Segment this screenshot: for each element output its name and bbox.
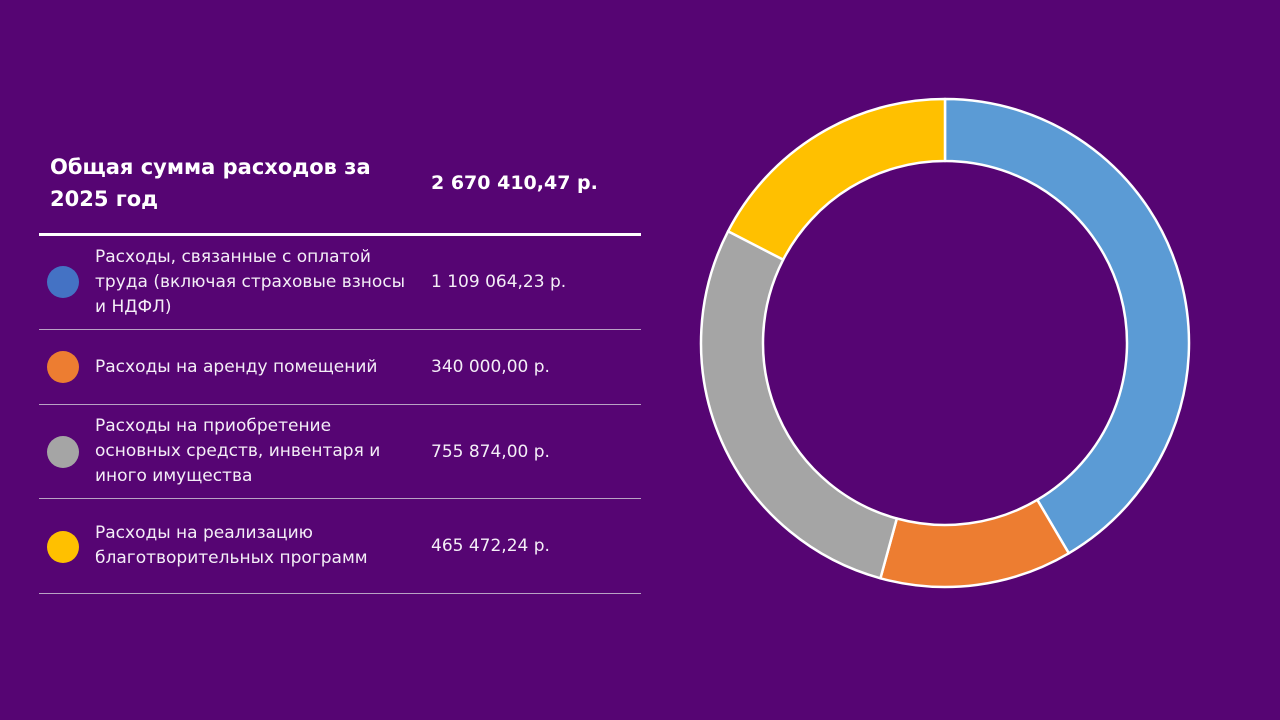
table-row: Расходы на аренду помещений 340 000,00 р…	[39, 330, 641, 405]
slice-assets	[699, 230, 899, 580]
row-amount: 1 109 064,23 р.	[431, 272, 567, 292]
row-label: Расходы, связанные с оплатой труда (вклю…	[95, 247, 406, 317]
row-amount: 755 874,00 р.	[431, 442, 550, 462]
legend-dot-charity	[47, 531, 79, 563]
row-label: Расходы на приобретение основных средств…	[95, 416, 381, 486]
table-row: Расходы на реализацию благотворительных …	[39, 499, 641, 594]
total-amount: 2 670 410,47 р.	[431, 172, 598, 194]
slice-labor	[943, 97, 1191, 555]
legend-dot-labor	[47, 266, 79, 298]
row-amount: 465 472,24 р.	[431, 536, 550, 556]
expense-table: Общая сумма расходов за 2025 год 2 670 4…	[39, 140, 641, 594]
doughnut-chart	[699, 97, 1191, 589]
table-header-row: Общая сумма расходов за 2025 год 2 670 4…	[39, 140, 641, 236]
row-label: Расходы на аренду помещений	[95, 357, 378, 377]
total-title: Общая сумма расходов за 2025 год	[50, 155, 371, 211]
slice-rent	[879, 498, 1071, 589]
row-amount: 340 000,00 р.	[431, 357, 550, 377]
legend-dot-assets	[47, 436, 79, 468]
table-row: Расходы, связанные с оплатой труда (вклю…	[39, 236, 641, 330]
legend-dot-rent	[47, 351, 79, 383]
table-row: Расходы на приобретение основных средств…	[39, 405, 641, 499]
row-label: Расходы на реализацию благотворительных …	[95, 523, 368, 568]
slice-charity	[726, 97, 947, 261]
